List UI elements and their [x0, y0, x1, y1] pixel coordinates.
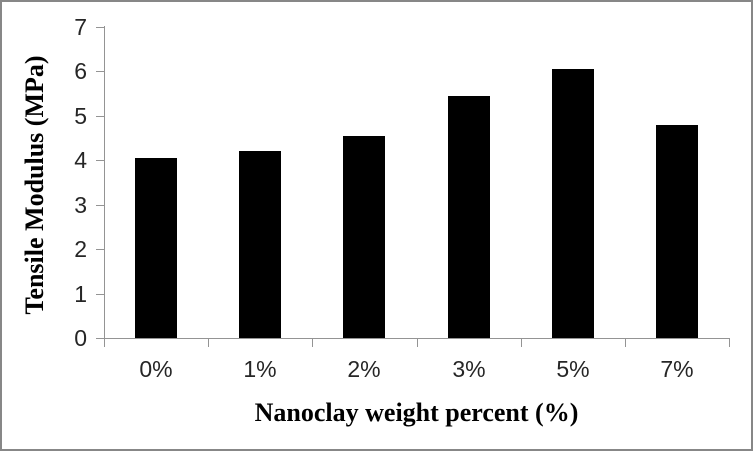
- x-tick-label: 7%: [660, 356, 694, 382]
- y-axis-line: [104, 26, 105, 339]
- bar-2%: [343, 136, 385, 338]
- bar-5%: [552, 69, 594, 338]
- x-axis-tick: [625, 339, 626, 347]
- bar-7%: [656, 125, 698, 338]
- y-tick-label: 3: [74, 192, 87, 218]
- x-axis-tick: [208, 339, 209, 347]
- y-axis-tick: [96, 27, 104, 28]
- x-axis-tick: [521, 339, 522, 347]
- y-tick-label: 5: [74, 103, 87, 129]
- bar-1%: [239, 151, 281, 338]
- x-axis-tick: [417, 339, 418, 347]
- bar-3%: [448, 96, 490, 338]
- y-tick-label: 7: [74, 14, 87, 40]
- x-axis-title: Nanoclay weight percent (%): [254, 398, 579, 427]
- x-axis-tick: [729, 339, 730, 347]
- x-axis-tick: [104, 339, 105, 347]
- x-axis-tick: [312, 339, 313, 347]
- y-axis-tick: [96, 338, 104, 339]
- y-axis-tick: [96, 294, 104, 295]
- x-tick-label: 5%: [556, 356, 590, 382]
- y-axis-tick: [96, 160, 104, 161]
- x-tick-label: 3%: [452, 356, 486, 382]
- x-axis-line: [104, 338, 730, 339]
- y-axis-tick: [96, 205, 104, 206]
- y-tick-label: 6: [74, 58, 87, 84]
- y-tick-label: 1: [74, 281, 87, 307]
- x-tick-label: 1%: [243, 356, 277, 382]
- x-tick-label: 0%: [139, 356, 173, 382]
- y-tick-label: 0: [74, 325, 87, 351]
- bar-0%: [135, 158, 177, 338]
- y-tick-label: 4: [74, 147, 87, 173]
- y-axis-tick: [96, 116, 104, 117]
- y-axis-tick: [96, 249, 104, 250]
- x-tick-label: 2%: [347, 356, 381, 382]
- y-axis-tick: [96, 71, 104, 72]
- y-tick-label: 2: [74, 236, 87, 262]
